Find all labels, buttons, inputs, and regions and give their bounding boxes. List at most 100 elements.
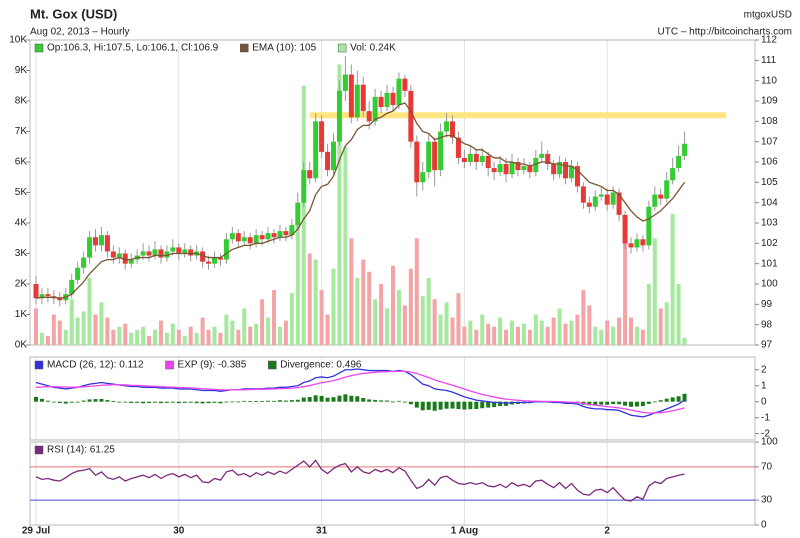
candle-body — [563, 162, 569, 179]
bar — [236, 401, 241, 403]
candle-body — [360, 84, 366, 112]
bar — [682, 393, 687, 402]
bar — [260, 401, 265, 403]
bar — [652, 238, 657, 345]
bar — [242, 308, 247, 345]
candle-body — [444, 121, 450, 132]
bar — [432, 299, 437, 345]
y-tick-label: 102 — [761, 238, 778, 249]
y-tick-label: 100 — [761, 437, 778, 448]
candle-body — [598, 194, 604, 197]
candle-body — [45, 294, 51, 297]
candle-body — [247, 237, 253, 244]
bar — [153, 329, 157, 345]
bar — [212, 401, 217, 403]
bar — [272, 290, 276, 345]
bar — [176, 401, 181, 404]
bar — [147, 401, 152, 403]
candle-body — [396, 78, 402, 106]
candle-body — [461, 157, 467, 162]
candle-body — [235, 233, 241, 242]
bar — [408, 401, 413, 405]
candle-body — [569, 166, 574, 179]
bar — [313, 395, 318, 402]
y-tick-label: 0 — [761, 520, 767, 531]
bar — [575, 314, 580, 345]
bar — [218, 332, 223, 345]
bar — [587, 401, 592, 406]
bar — [396, 290, 401, 345]
candle-body — [146, 251, 152, 256]
bar — [480, 314, 485, 345]
bar — [605, 401, 610, 405]
legend-swatch — [268, 360, 277, 370]
legend-swatch — [34, 360, 44, 370]
bar — [170, 323, 175, 345]
bar — [283, 400, 288, 402]
bar — [349, 238, 354, 345]
legend-label: EMA (10): 105 — [252, 43, 316, 54]
bar — [438, 401, 443, 410]
candle-body — [176, 247, 182, 254]
bar — [355, 396, 360, 402]
candle-body — [503, 164, 509, 175]
candle-body — [384, 92, 390, 108]
bar — [438, 314, 443, 345]
candle-body — [69, 279, 75, 295]
bar — [599, 401, 604, 405]
source-label: UTC – http://bitcoincharts.com — [658, 27, 793, 38]
bar — [617, 317, 622, 345]
bar — [117, 326, 122, 345]
bar — [444, 401, 449, 409]
legend-swatch — [337, 43, 347, 53]
candle-body — [170, 247, 176, 252]
bar — [480, 401, 485, 409]
bar — [367, 271, 372, 345]
bar — [337, 64, 342, 346]
y-tick-label: 104 — [761, 197, 778, 208]
candle-body — [128, 259, 134, 264]
bar — [289, 400, 294, 402]
candle-body — [670, 168, 676, 181]
candle-body — [372, 96, 378, 122]
candle-body — [152, 249, 158, 256]
bar — [402, 305, 407, 345]
bar — [307, 253, 312, 345]
legend-label: Vol: 0.24K — [350, 43, 396, 54]
bar — [545, 326, 550, 345]
bar — [206, 329, 211, 345]
candle-body — [57, 298, 63, 301]
bar — [319, 290, 324, 345]
y-tick-label: 2 — [761, 364, 767, 375]
bar — [337, 395, 342, 402]
candle-body — [223, 239, 229, 260]
bar — [93, 399, 98, 402]
y-tick-label: 111 — [761, 55, 777, 66]
candle-body — [604, 194, 610, 205]
bar — [99, 398, 104, 402]
bar — [194, 332, 199, 345]
bar — [581, 290, 586, 345]
bar — [51, 401, 56, 403]
bar — [676, 284, 681, 345]
y-tick-label: 108 — [761, 116, 778, 127]
bar — [295, 399, 300, 402]
bar — [57, 320, 62, 345]
x-tick-label: 1 Aug — [451, 526, 478, 537]
bar — [135, 401, 140, 403]
candle-body — [331, 141, 336, 171]
candle-body — [658, 194, 664, 199]
bar — [396, 400, 401, 402]
y-tick-label: 3K — [15, 248, 28, 259]
bar — [141, 326, 146, 345]
bar — [670, 213, 675, 345]
y-tick-label: -1 — [761, 412, 770, 423]
bar — [230, 401, 235, 403]
bar — [593, 326, 598, 345]
y-tick-label: 6K — [15, 157, 28, 168]
candle-body — [325, 151, 331, 171]
bar — [63, 401, 68, 404]
bar — [634, 326, 639, 345]
y-tick-label: 7K — [15, 126, 28, 137]
bar — [236, 329, 241, 345]
